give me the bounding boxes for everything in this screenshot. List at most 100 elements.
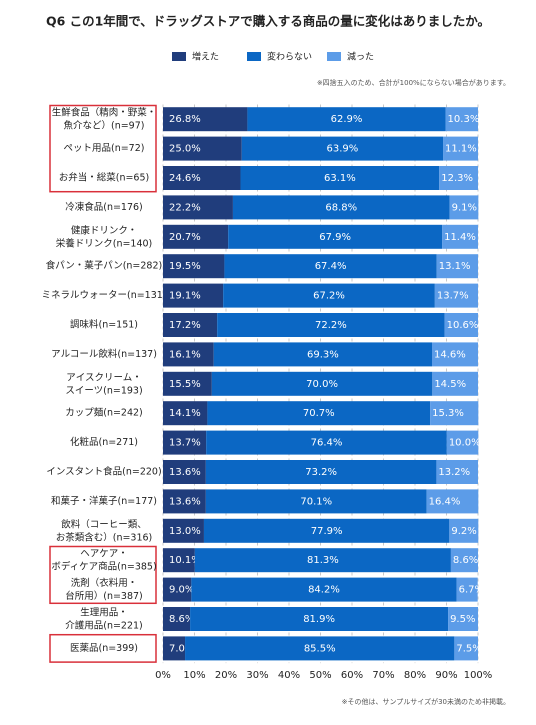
y-tick-label: 和菓子・洋菓子(n=177) bbox=[51, 495, 157, 507]
value-label: 17.2% bbox=[169, 320, 201, 331]
value-label: 13.7% bbox=[169, 438, 201, 449]
bar-segment bbox=[442, 224, 478, 249]
value-label: 13.1% bbox=[439, 261, 471, 272]
bar-segment bbox=[436, 460, 478, 484]
bar-segment bbox=[439, 166, 478, 190]
bar-segment bbox=[163, 283, 224, 308]
value-label: 85.5% bbox=[304, 643, 336, 654]
y-tick-label: 生理用品・介護用品(n=221) bbox=[65, 606, 143, 631]
x-tick-label: 70% bbox=[372, 670, 394, 681]
value-label: 11.4% bbox=[444, 232, 476, 243]
bar-segment bbox=[228, 224, 443, 249]
bar-segment bbox=[163, 313, 218, 337]
bar-segment bbox=[450, 548, 478, 573]
bar-segment bbox=[247, 107, 446, 132]
highlight-box bbox=[49, 545, 157, 605]
bar-segment bbox=[213, 342, 433, 367]
bar-segment bbox=[207, 401, 431, 426]
bar-segment bbox=[223, 283, 435, 308]
y-tick-label: 生鮮食品（精肉・野菜・魚介など）(n=97) bbox=[52, 106, 157, 131]
value-label: 14.6% bbox=[434, 349, 466, 360]
value-label: 77.9% bbox=[311, 526, 343, 537]
value-label: 62.9% bbox=[331, 114, 363, 125]
bar-segment bbox=[163, 254, 225, 279]
value-label: 14.5% bbox=[434, 379, 466, 390]
bar-segment bbox=[163, 430, 207, 455]
value-label: 10.0% bbox=[449, 438, 481, 449]
value-label: 63.1% bbox=[324, 173, 356, 184]
bar-segment bbox=[163, 371, 212, 396]
value-label: 67.9% bbox=[319, 232, 351, 243]
y-tick-label: ヘアケア・ボディケア商品(n=385) bbox=[51, 548, 156, 572]
value-label: 22.2% bbox=[169, 202, 201, 213]
y-tick-label: 医薬品(n=399) bbox=[70, 642, 138, 654]
value-label: 20.7% bbox=[169, 232, 201, 243]
bar-segment bbox=[443, 136, 478, 161]
bar-segment bbox=[434, 283, 478, 308]
value-label: 14.1% bbox=[169, 408, 201, 419]
y-tick-label: カップ麺(n=242) bbox=[65, 407, 143, 419]
y-tick-label: アルコール飲料(n=137) bbox=[51, 348, 157, 360]
bar-segment bbox=[163, 607, 191, 631]
chart-title: Q6 この1年間で、ドラッグストアで購入する商品の量に変化はありましたか。 bbox=[46, 14, 490, 29]
bar-segment bbox=[432, 371, 478, 396]
y-tick-label: 洗剤（衣料用・台所用）(n=387) bbox=[65, 577, 143, 602]
x-tick-label: 100% bbox=[464, 670, 493, 681]
x-tick-label: 0% bbox=[155, 670, 171, 681]
value-label: 68.8% bbox=[325, 202, 357, 213]
value-label: 19.1% bbox=[169, 291, 201, 302]
highlight-box bbox=[49, 104, 157, 193]
bar-segment bbox=[206, 430, 447, 455]
value-label: 76.4% bbox=[311, 438, 343, 449]
y-tick-label: 調味料(n=151) bbox=[70, 319, 138, 331]
x-tick-label: 90% bbox=[435, 670, 457, 681]
y-tick-label: 化粧品(n=271) bbox=[70, 436, 138, 448]
value-label: 70.7% bbox=[303, 408, 335, 419]
value-label: 10.1% bbox=[169, 555, 201, 566]
bar-segment bbox=[163, 489, 206, 514]
x-tick-label: 80% bbox=[404, 670, 426, 681]
legend-label: 増えた bbox=[192, 51, 219, 63]
bar-segment bbox=[449, 195, 479, 220]
value-label: 10.6% bbox=[447, 320, 479, 331]
value-label: 9.5% bbox=[450, 614, 475, 625]
legend-label: 減った bbox=[347, 51, 374, 63]
value-label: 67.2% bbox=[313, 291, 345, 302]
value-label: 13.0% bbox=[169, 526, 201, 537]
x-tick-label: 30% bbox=[246, 670, 268, 681]
value-label: 8.6% bbox=[453, 555, 478, 566]
y-tick-label: ミネラルウォーター(n=131) bbox=[41, 290, 166, 301]
value-label: 6.7% bbox=[459, 585, 484, 596]
y-tick-label: ペット用品(n=72) bbox=[64, 143, 145, 154]
value-label: 24.6% bbox=[169, 173, 201, 184]
legend-swatch bbox=[247, 52, 261, 61]
bar-segment bbox=[163, 548, 195, 573]
value-label: 13.6% bbox=[169, 496, 201, 507]
y-tick-label: 食パン・菓子パン(n=282) bbox=[46, 260, 162, 272]
bar-segment bbox=[163, 166, 241, 190]
y-tick-label: 冷凍食品(n=176) bbox=[65, 201, 143, 213]
bar-segment bbox=[436, 254, 478, 279]
bar-segment bbox=[205, 460, 437, 484]
highlight-box bbox=[49, 633, 157, 663]
value-label: 15.5% bbox=[169, 379, 201, 390]
value-label: 70.0% bbox=[306, 379, 338, 390]
bar-segment bbox=[194, 548, 451, 573]
bar-segment bbox=[217, 313, 445, 337]
bar-segment bbox=[205, 489, 427, 514]
value-label: 16.4% bbox=[429, 496, 461, 507]
value-label: 15.3% bbox=[432, 408, 464, 419]
bar-segment bbox=[163, 136, 242, 161]
bar-segment bbox=[224, 254, 437, 279]
value-label: 72.2% bbox=[315, 320, 347, 331]
legend-swatch bbox=[172, 52, 186, 61]
bar-segment bbox=[454, 636, 478, 661]
bar-segment bbox=[185, 636, 455, 661]
value-label: 81.3% bbox=[307, 555, 339, 566]
bar-segment bbox=[432, 342, 478, 367]
value-label: 69.3% bbox=[307, 349, 339, 360]
value-label: 11.1% bbox=[445, 144, 477, 155]
value-label: 26.8% bbox=[169, 114, 201, 125]
bar-segment bbox=[456, 577, 478, 602]
bar-segment bbox=[232, 195, 450, 220]
